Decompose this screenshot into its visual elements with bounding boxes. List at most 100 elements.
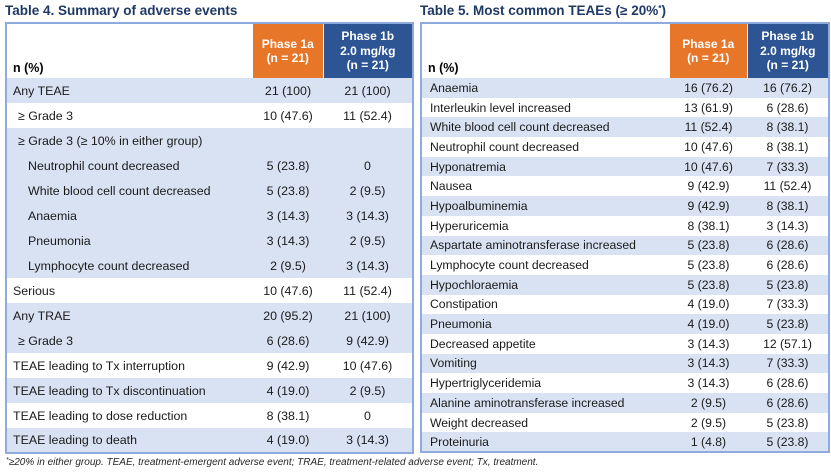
- table4-npct-header: n (%): [6, 23, 253, 78]
- phase1b-value: 2 (9.5): [323, 178, 413, 203]
- phase1b-value: 6 (28.6): [766, 258, 809, 273]
- event-label: Hypoalbuminemia: [421, 196, 670, 216]
- phase1a-value: 4 (19.0): [253, 378, 323, 403]
- event-label: TEAE leading to death: [6, 428, 253, 453]
- event-label: Pneumonia: [421, 314, 670, 334]
- table-row: White blood cell count decreased 11 (52.4…: [421, 117, 829, 138]
- phase1b-value: 21 (100): [323, 303, 413, 328]
- table5-phase1a-header: Phase 1a (n = 21): [670, 23, 747, 78]
- phase1b-value: 11 (52.4): [763, 179, 812, 194]
- table-row: TEAE leading to dose reduction 8 (38.1) 0: [6, 403, 413, 428]
- phase1a-value: 4 (19.0): [687, 297, 730, 312]
- table4-panel: Table 4. Summary of adverse events n (%)…: [5, 3, 414, 454]
- table-row: Aspartate aminotransferase increased 5 (2…: [421, 235, 829, 256]
- phase1a-value: 6 (28.6): [253, 328, 323, 353]
- event-label: Neutrophil count decreased: [430, 139, 580, 154]
- event-label: ≥ Grade 3: [6, 328, 253, 353]
- phase1b-value: 3 (14.3): [323, 428, 413, 453]
- table-row: Hypoalbuminemia 9 (42.9) 8 (38.1): [421, 196, 829, 216]
- table-row: Hypochloraemia 5 (23.8) 5 (23.8): [421, 274, 829, 295]
- phase1b-value: 11 (52.4): [343, 283, 392, 298]
- table-row: Interleukin level increased 13 (61.9) 6 (2…: [421, 98, 829, 118]
- event-label: Any TRAE: [6, 303, 253, 328]
- phase1a-value: [253, 128, 323, 153]
- phase1a-value: 3 (14.3): [253, 228, 323, 253]
- phase1b-value: 3 (14.3): [323, 203, 413, 228]
- event-label: Weight decreased: [430, 415, 529, 430]
- phase1b-value: 16 (76.2): [747, 78, 829, 98]
- table4-phase1a-header: Phase 1a (n = 21): [253, 23, 323, 78]
- event-label: Lymphocyte count decreased: [430, 258, 589, 273]
- phase1b-value: 7 (33.3): [766, 297, 809, 312]
- table5-title-close-paren: ): [661, 3, 667, 18]
- phase1a-value: 8 (38.1): [687, 218, 730, 233]
- phase1a-value: 2 (9.5): [670, 393, 747, 413]
- phase1a-value: 10 (47.6): [263, 108, 313, 123]
- table5-panel: Table 5. Most common TEAEs (≥ 20%*) n (%…: [420, 3, 830, 454]
- table-row: ≥ Grade 3 10 (47.6) 11 (52.4): [6, 103, 413, 128]
- table-row: Hyponatremia 10 (47.6) 7 (33.3): [421, 156, 829, 177]
- table-row: White blood cell count decreased 5 (23.8)…: [6, 178, 413, 203]
- table-row: Alanine aminotransferase increased 2 (9.5…: [421, 393, 829, 413]
- table-row: Pneumonia 3 (14.3) 2 (9.5): [6, 228, 413, 253]
- phase1a-value: 10 (47.6): [670, 156, 747, 177]
- table-row: ≥ Grade 3 (≥ 10% in either group): [6, 128, 413, 153]
- table-row: TEAE leading to Tx discontinuation 4 (19.…: [6, 378, 413, 403]
- table-row: Constipation 4 (19.0) 7 (33.3): [421, 295, 829, 315]
- event-label: Anaemia: [421, 78, 670, 98]
- event-label: Alanine aminotransferase increased: [421, 393, 670, 413]
- phase1b-value: 7 (33.3): [747, 156, 829, 177]
- phase1b-value: 8 (38.1): [747, 196, 829, 216]
- phase1b-value: 3 (14.3): [766, 218, 809, 233]
- event-label: Aspartate aminotransferase increased: [421, 235, 670, 256]
- phase1b-value: 6 (28.6): [766, 100, 809, 115]
- table4-body: Any TEAE 21 (100) 21 (100) ≥ Grade 3 10 (47.…: [6, 78, 413, 453]
- table-row: Decreased appetite 3 (14.3) 12 (57.1): [421, 334, 829, 354]
- table5-title-text: Table 5. Most common TEAEs (≥ 20%: [420, 3, 659, 18]
- phase1a-value: 9 (42.9): [670, 196, 747, 216]
- phase1a-value: 8 (38.1): [266, 408, 310, 423]
- table-row: TEAE leading to death 4 (19.0) 3 (14.3): [6, 428, 413, 453]
- table5-most-common-teaes: n (%) Phase 1a (n = 21) Phase 1b 2.0 mg/…: [420, 22, 830, 454]
- phase1a-value: 3 (14.3): [670, 353, 747, 374]
- event-label: Hyponatremia: [421, 156, 670, 177]
- footnote-asterisk: *: [6, 457, 9, 464]
- event-label: White blood cell count decreased: [6, 178, 253, 203]
- phase1b-value: 2 (9.5): [323, 228, 413, 253]
- table-row: Hyperuricemia 8 (38.1) 3 (14.3): [421, 216, 829, 236]
- table4-title: Table 4. Summary of adverse events: [5, 3, 238, 18]
- event-label: Neutrophil count decreased: [6, 153, 253, 178]
- phase1a-value: 10 (47.6): [684, 139, 733, 154]
- table-row: Vomiting 3 (14.3) 7 (33.3): [421, 353, 829, 374]
- event-label: Serious: [13, 283, 56, 298]
- footnote-text: ≥20% in either group. TEAE, treatment-em…: [8, 457, 539, 468]
- table-row: Neutrophil count decreased 5 (23.8) 0: [6, 153, 413, 178]
- phase1a-value: 3 (14.3): [687, 336, 730, 351]
- table5-title-asterisk: *: [658, 3, 662, 13]
- phase1b-value: 3 (14.3): [323, 253, 413, 278]
- phase1b-value: 6 (28.6): [747, 235, 829, 256]
- phase1a-value: 5 (23.8): [687, 258, 730, 273]
- table-row: Serious 10 (47.6) 11 (52.4): [6, 278, 413, 303]
- event-label: Hyperuricemia: [430, 218, 509, 233]
- event-label: White blood cell count decreased: [421, 117, 670, 138]
- table5-title: Table 5. Most common TEAEs (≥ 20%*): [420, 3, 828, 19]
- phase1a-value: 10 (47.6): [263, 283, 313, 298]
- table4-adverse-events: n (%) Phase 1a (n = 21) Phase 1b 2.0 mg/…: [5, 22, 414, 454]
- table-row: Any TEAE 21 (100) 21 (100): [6, 78, 413, 103]
- phase1b-value: 12 (57.1): [763, 336, 812, 351]
- phase1b-value: 2 (9.5): [323, 378, 413, 403]
- event-label: Nausea: [430, 179, 473, 194]
- table5-header-row: n (%) Phase 1a (n = 21) Phase 1b 2.0 mg/…: [421, 23, 829, 78]
- table-row: Proteinuria 1 (4.8) 5 (23.8): [421, 432, 829, 453]
- event-label: Any TEAE: [6, 78, 253, 103]
- phase1a-value: 5 (23.8): [253, 153, 323, 178]
- event-label: Hypertriglyceridemia: [430, 376, 542, 391]
- phase1a-value: 4 (19.0): [670, 314, 747, 334]
- event-label: TEAE leading to Tx discontinuation: [6, 378, 253, 403]
- phase1b-value: 11 (52.4): [343, 108, 392, 123]
- table5-phase1b-header: Phase 1b 2.0 mg/kg (n = 21): [746, 23, 829, 78]
- phase1b-value: 0: [364, 408, 371, 423]
